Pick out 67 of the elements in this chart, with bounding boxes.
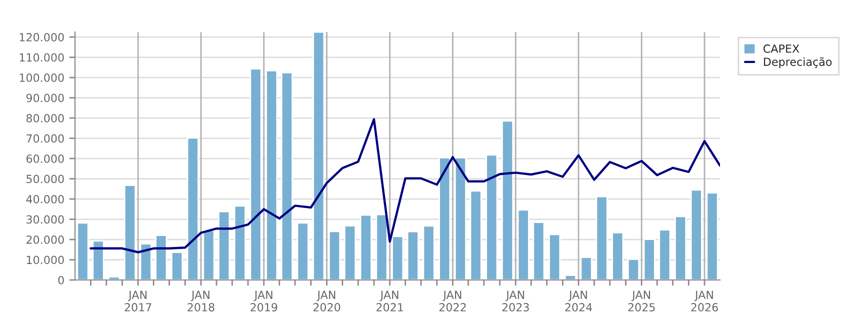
y-tick-label: 10.000 bbox=[26, 256, 64, 264]
y-tick-label: 40.000 bbox=[26, 194, 64, 204]
x-tick-label: JAN 2017 bbox=[124, 290, 152, 312]
legend-label: Depreciação bbox=[764, 57, 832, 68]
y-tick-label: 110.000 bbox=[20, 53, 64, 62]
bar bbox=[564, 274, 576, 280]
bar bbox=[170, 252, 184, 280]
x-tick-label: JAN 2022 bbox=[439, 290, 466, 312]
bar bbox=[140, 243, 152, 280]
y-tick-label: 0 bbox=[58, 276, 64, 284]
y-tick-label: 30.000 bbox=[26, 215, 64, 224]
legend-label: CAPEX bbox=[764, 44, 800, 53]
bar bbox=[548, 234, 561, 280]
x-tick-label: JAN 2024 bbox=[565, 290, 592, 312]
x-tick-label: JAN 2021 bbox=[376, 290, 403, 312]
y-tick-label: 70.000 bbox=[26, 134, 64, 143]
y-tick-label: 60.000 bbox=[26, 154, 64, 163]
bar bbox=[406, 230, 419, 280]
x-tick-label: JAN 2023 bbox=[502, 290, 529, 312]
bar bbox=[76, 222, 89, 280]
bar bbox=[454, 157, 467, 280]
y-tick-label: 100.000 bbox=[20, 74, 64, 82]
y-tick-label: 120.000 bbox=[20, 33, 64, 42]
bar bbox=[580, 256, 592, 280]
bar bbox=[202, 230, 215, 280]
x-tick-label: JAN 2019 bbox=[250, 290, 278, 312]
bar bbox=[422, 225, 435, 280]
y-tick-label: 20.000 bbox=[26, 235, 64, 244]
line-series bbox=[90, 118, 720, 254]
bar bbox=[596, 196, 608, 280]
bar bbox=[296, 222, 309, 280]
bar bbox=[186, 137, 199, 280]
bar bbox=[92, 240, 104, 280]
bar bbox=[674, 216, 687, 280]
bar bbox=[643, 238, 656, 280]
bar bbox=[360, 214, 372, 280]
x-tick-label: JAN 2026 bbox=[691, 290, 718, 312]
bar bbox=[392, 236, 404, 280]
bar bbox=[627, 258, 640, 280]
bar bbox=[376, 214, 388, 280]
bar bbox=[266, 70, 278, 280]
bar bbox=[612, 232, 624, 280]
bar bbox=[658, 229, 671, 280]
x-tick-label: JAN 2025 bbox=[628, 290, 655, 312]
bar bbox=[344, 225, 356, 280]
bar bbox=[328, 230, 341, 280]
x-tick-label: JAN 2018 bbox=[188, 290, 214, 312]
bar bbox=[470, 190, 482, 280]
bar bbox=[108, 276, 120, 280]
bar bbox=[532, 222, 545, 280]
bar bbox=[690, 189, 702, 280]
y-tick-label: 90.000 bbox=[26, 94, 64, 102]
bar bbox=[486, 154, 498, 280]
y-tick-label: 80.000 bbox=[26, 114, 64, 122]
bar bbox=[218, 210, 230, 280]
x-tick-label: JAN 2020 bbox=[313, 290, 340, 312]
bar bbox=[517, 209, 530, 280]
bar bbox=[706, 192, 718, 280]
bar bbox=[234, 205, 246, 280]
y-tick-label: 50.000 bbox=[26, 174, 64, 184]
bar bbox=[155, 234, 168, 280]
bar bbox=[312, 32, 325, 280]
bar bbox=[124, 184, 136, 280]
bar bbox=[438, 157, 451, 280]
bar bbox=[250, 68, 262, 280]
bar bbox=[280, 72, 293, 280]
bar bbox=[501, 120, 514, 280]
